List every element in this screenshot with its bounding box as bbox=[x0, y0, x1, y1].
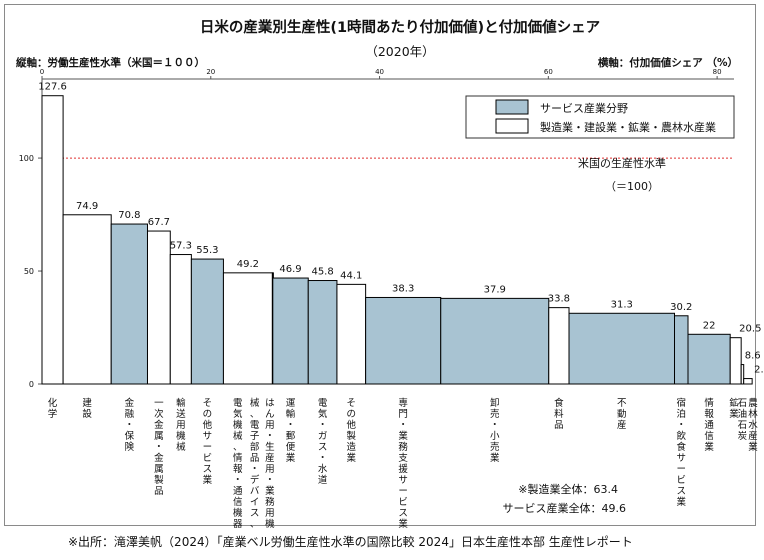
data-label: 55.3 bbox=[196, 245, 218, 256]
category-label: 一次金属・金属製品 bbox=[154, 398, 164, 497]
bar-other bbox=[336, 283, 367, 385]
category-label: 建設 bbox=[82, 397, 92, 420]
category-label: 械、電子部品・デバイス、 bbox=[250, 397, 260, 530]
bar-other bbox=[146, 230, 171, 385]
category-label: 宿泊・飲食サービス業 bbox=[676, 397, 686, 508]
chart-frame bbox=[4, 4, 756, 526]
data-label: 30.2 bbox=[670, 302, 692, 313]
data-label: 49.2 bbox=[237, 259, 259, 270]
x-tick-label: 40 bbox=[375, 68, 384, 76]
chart-subtitle: （2020年） bbox=[365, 44, 434, 59]
reference-line-sublabel: （＝100） bbox=[605, 180, 659, 193]
data-label: 70.8 bbox=[118, 210, 140, 221]
category-label: その他製造業 bbox=[347, 398, 357, 464]
data-label: 67.7 bbox=[148, 217, 170, 228]
data-label: 57.3 bbox=[170, 241, 192, 252]
source-note: ※出所：滝澤美帆（2024）「産業ベル労働生産性水準の国際比較 2024」日本生… bbox=[68, 534, 633, 549]
category-label: はん用・生産用・業務用機 bbox=[265, 398, 275, 530]
category-label: 専門・業務支援サービス業 bbox=[398, 397, 408, 530]
bar-service bbox=[440, 297, 550, 385]
data-label: 33.8 bbox=[548, 294, 570, 305]
data-label: 46.9 bbox=[279, 264, 301, 275]
x-tick-label: 80 bbox=[713, 68, 722, 76]
data-label: 22 bbox=[703, 320, 716, 331]
category-label: 不動産 bbox=[617, 398, 627, 431]
category-label: その他サービス業 bbox=[203, 398, 213, 486]
category-label: 石油石炭 bbox=[738, 398, 748, 442]
data-label: 38.3 bbox=[392, 283, 414, 294]
category-label: 化学 bbox=[48, 397, 58, 420]
y-axis-title: 縦軸：労働生産性水準（米国＝１００） bbox=[16, 56, 205, 69]
bar-service bbox=[272, 277, 309, 385]
bar-other bbox=[169, 254, 192, 385]
plot-area: 0 20 40 60 80 0 50 100 127.6 74.9 70.8 67.7 57.3 55.3… bbox=[19, 68, 764, 530]
annotation-service-total: サービス産業全体：49.6 bbox=[503, 501, 627, 515]
data-label: 37.9 bbox=[484, 284, 506, 295]
data-label: 74.9 bbox=[76, 201, 98, 212]
legend-label-other: 製造業・建設業・鉱業・農林水産業 bbox=[540, 120, 716, 134]
category-label: 農林水産業 bbox=[748, 397, 758, 453]
reference-line-label: 米国の生産性水準 bbox=[578, 156, 666, 170]
x-axis-title: 横軸：付加価値シェア （%） bbox=[598, 56, 738, 69]
category-label: 電気・ガス・水道 bbox=[318, 398, 328, 486]
y-tick-label: 50 bbox=[24, 267, 34, 276]
legend-swatch-other bbox=[495, 118, 529, 134]
bar-service bbox=[190, 258, 224, 385]
bar-other bbox=[41, 95, 64, 385]
bar-service bbox=[307, 280, 338, 385]
legend: サービス産業分野 製造業・建設業・鉱業・農林水産業 bbox=[465, 95, 735, 139]
data-label: 127.6 bbox=[38, 82, 67, 93]
bar-other bbox=[62, 214, 112, 385]
bar-service bbox=[687, 333, 731, 385]
data-label: 20.5 bbox=[739, 324, 761, 335]
category-label: 輸送用機械 bbox=[176, 397, 186, 453]
category-label: 食料品 bbox=[554, 397, 564, 431]
category-label: 運輸・郵便業 bbox=[286, 398, 296, 464]
legend-swatch-service bbox=[495, 99, 529, 115]
chart-title: 日米の産業別生産性(1時間あたり付加価値)と付加価値シェア bbox=[200, 18, 600, 36]
category-label: 情報通信業 bbox=[704, 397, 714, 453]
data-label: 45.8 bbox=[311, 267, 333, 278]
bar-service bbox=[674, 315, 689, 385]
data-label: 44.1 bbox=[340, 270, 362, 281]
data-label: 8.6 bbox=[745, 351, 761, 362]
bar-other bbox=[548, 307, 570, 385]
bar-other bbox=[740, 364, 745, 385]
data-label: 2.4 bbox=[754, 365, 764, 376]
bar-other bbox=[222, 272, 273, 385]
category-label: 卸売・小売業 bbox=[490, 397, 500, 464]
y-tick-label: 100 bbox=[19, 154, 34, 163]
category-label: 鉱業 bbox=[729, 397, 739, 420]
bar-other bbox=[743, 378, 753, 385]
data-label: 31.3 bbox=[611, 299, 633, 310]
bar-other bbox=[729, 337, 742, 385]
x-tick-label: 0 bbox=[40, 68, 44, 76]
annotation-manufacturing-total: ※製造業全体：63.4 bbox=[518, 482, 618, 496]
legend-label-service: サービス産業分野 bbox=[540, 102, 628, 115]
category-label: 金融・保険 bbox=[125, 397, 135, 453]
category-label: 電気機械、情報・通信機器 bbox=[233, 398, 243, 530]
x-tick-label: 20 bbox=[206, 68, 215, 76]
bar-service bbox=[110, 223, 148, 385]
bar-service bbox=[568, 312, 676, 385]
bar-service bbox=[365, 296, 442, 385]
x-tick-label: 60 bbox=[544, 68, 553, 76]
y-tick-label: 0 bbox=[29, 380, 34, 389]
